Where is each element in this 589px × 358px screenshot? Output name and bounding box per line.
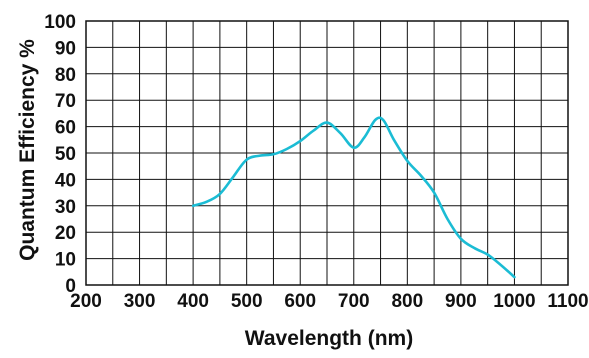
y-tick-label: 60 (55, 118, 76, 139)
y-tick-label: 50 (55, 144, 76, 165)
quantum-efficiency-curve (191, 116, 516, 279)
x-tick-label: 1000 (493, 291, 535, 312)
series-layer (191, 116, 516, 279)
y-tick-label: 20 (55, 223, 76, 244)
x-tick-label: 600 (284, 291, 316, 312)
y-tick-label: 0 (65, 276, 76, 297)
x-axis-title: Wavelength (nm) (245, 327, 413, 350)
x-tick-label: 500 (231, 291, 263, 312)
y-tick-label: 90 (55, 38, 76, 59)
x-tick-label: 800 (391, 291, 423, 312)
x-tick-label: 900 (445, 291, 477, 312)
y-axis-ticks: 0 10 20 30 40 50 60 70 80 90 100 (44, 12, 76, 297)
y-tick-label: 30 (55, 197, 76, 218)
y-tick-label: 100 (44, 12, 76, 33)
y-tick-label: 80 (55, 65, 76, 86)
x-tick-label: 200 (70, 291, 102, 312)
x-axis-ticks: 200 300 400 500 600 700 800 900 1000 1100 (70, 291, 588, 312)
x-tick-label: 400 (177, 291, 209, 312)
x-tick-label: 1100 (547, 291, 588, 312)
y-tick-label: 70 (55, 91, 76, 112)
y-tick-label: 10 (55, 250, 76, 271)
plot-frame (85, 20, 569, 286)
y-axis-title: Quantum Efficiency % (16, 39, 39, 261)
x-tick-label: 700 (338, 291, 370, 312)
x-tick-label: 300 (124, 291, 156, 312)
y-tick-label: 40 (55, 170, 76, 191)
grid (85, 20, 569, 286)
